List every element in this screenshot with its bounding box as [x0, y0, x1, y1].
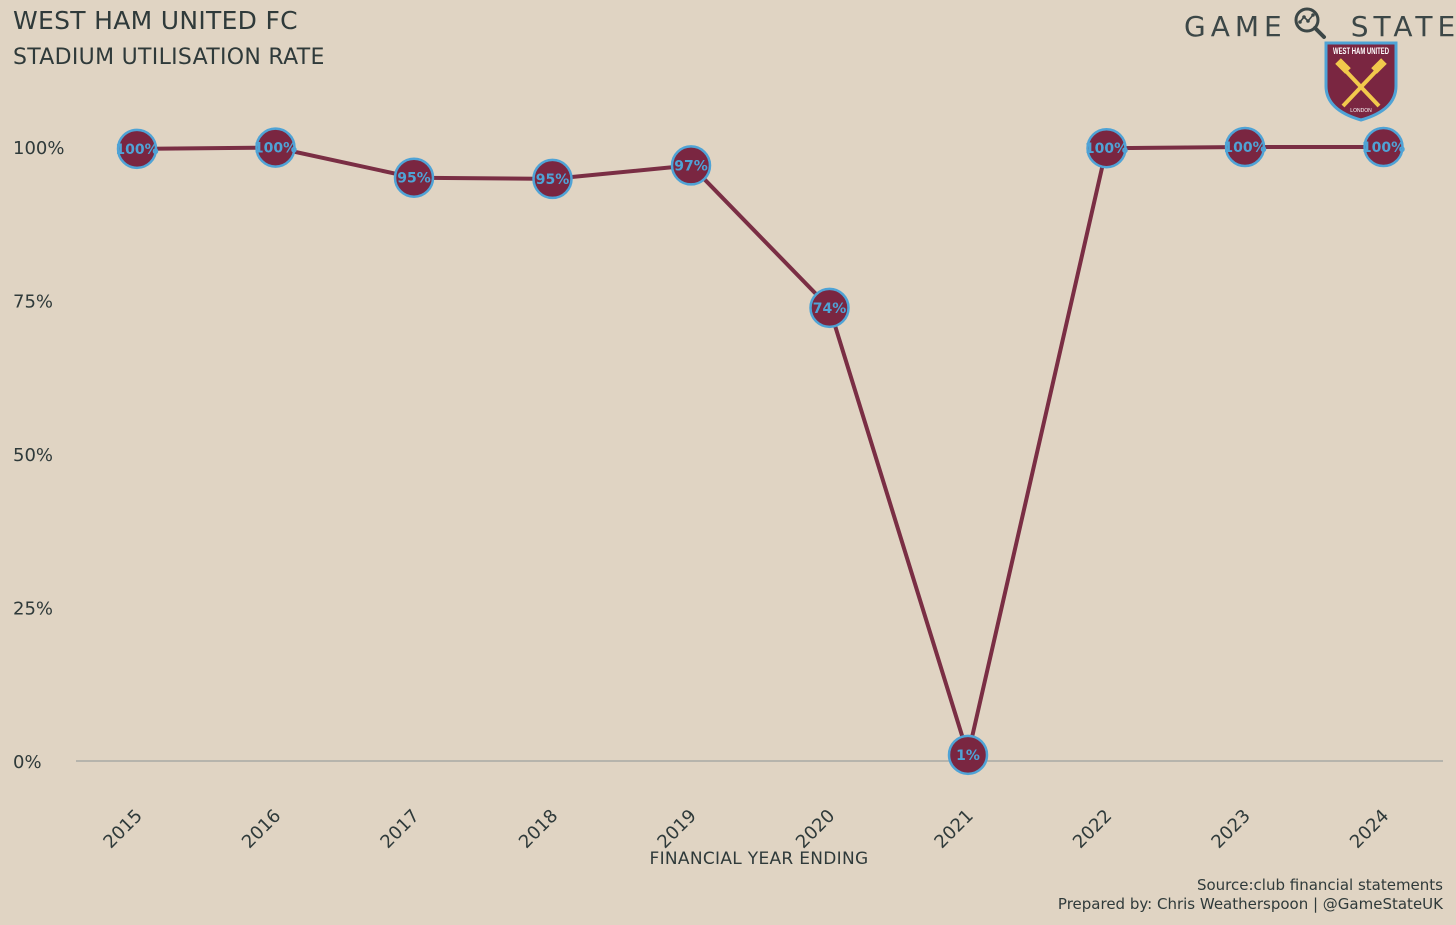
data-label: 95%	[397, 171, 431, 187]
data-point	[255, 127, 296, 168]
footer: Source:club financial statements Prepare…	[1058, 876, 1443, 914]
x-tick-label: 2018	[515, 805, 562, 852]
data-point	[393, 157, 435, 198]
x-tick-label: 2023	[1207, 805, 1254, 852]
crest-text: WEST HAM UNITED	[1333, 46, 1389, 56]
data-label: 100%	[115, 142, 158, 158]
data-label: 100%	[1085, 141, 1128, 157]
x-tick-label: 2024	[1346, 805, 1393, 852]
series-line	[136, 145, 1384, 757]
data-point	[809, 287, 850, 329]
data-point	[532, 158, 573, 200]
data-point	[116, 128, 158, 170]
data-label: 100%	[1223, 140, 1266, 156]
data-label: 1%	[956, 748, 980, 764]
credit-note: Prepared by: Chris Weatherspoon | @GameS…	[1057, 895, 1443, 913]
y-tick-label: 25%	[13, 599, 53, 620]
x-tick-label: 2016	[238, 805, 285, 852]
data-point	[670, 145, 712, 186]
data-label: 100%	[254, 141, 297, 157]
x-tick-label: 2015	[99, 805, 146, 852]
brand-word-state: STATE	[1350, 10, 1456, 43]
game-state-logo: GAME STATE	[1184, 6, 1456, 47]
data-point	[1363, 126, 1404, 168]
crest-subtext: LONDON	[1350, 108, 1372, 114]
x-tick-label: 2021	[930, 805, 977, 852]
y-tick-label: 100%	[13, 138, 64, 159]
data-label: 97%	[674, 158, 708, 174]
x-tick-label: 2022	[1069, 805, 1116, 852]
x-axis-label: FINANCIAL YEAR ENDING	[650, 849, 869, 869]
data-label: 95%	[536, 172, 570, 188]
x-tick-label: 2017	[376, 805, 423, 852]
y-tick-label: 0%	[13, 752, 42, 773]
data-label: 74%	[813, 301, 847, 317]
data-point	[947, 734, 989, 776]
data-label: 100%	[1362, 140, 1405, 156]
brand-word-game: GAME	[1184, 10, 1287, 43]
magnifier-network-icon	[1293, 6, 1327, 47]
chart-title: WEST HAM UNITED FC	[13, 6, 298, 35]
y-tick-label: 75%	[13, 292, 53, 313]
x-tick-label: 2020	[792, 805, 839, 852]
data-point	[1086, 127, 1127, 169]
data-point	[1224, 126, 1266, 168]
chart-subtitle: STADIUM UTILISATION RATE	[13, 45, 325, 70]
source-note: Source:club financial statements	[1196, 876, 1443, 894]
west-ham-crest-icon: WEST HAM UNITED LONDON	[1323, 40, 1399, 126]
y-tick-label: 50%	[13, 445, 53, 466]
x-tick-label: 2019	[653, 805, 700, 852]
